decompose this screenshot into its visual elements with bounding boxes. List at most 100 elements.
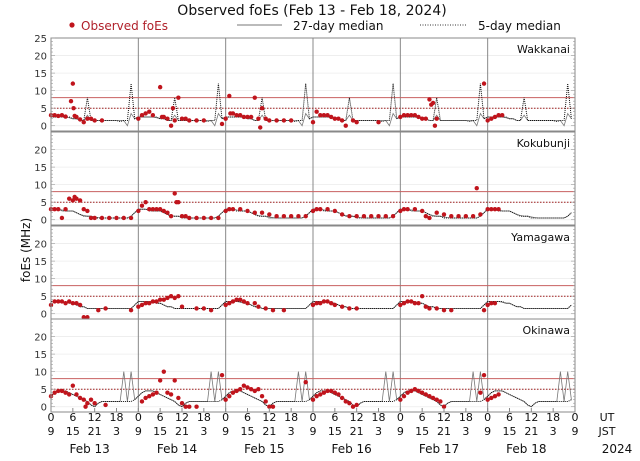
observed-point [176, 95, 181, 100]
observed-point [227, 207, 232, 212]
ut-tick-label: 6 [331, 411, 338, 424]
observed-point [489, 207, 494, 212]
observed-point [66, 299, 72, 304]
observed-point [241, 114, 247, 120]
observed-point [147, 301, 152, 306]
observed-point [485, 207, 490, 212]
observed-point [176, 293, 181, 299]
observed-point [354, 214, 359, 219]
observed-point [496, 113, 501, 118]
observed-point [441, 308, 447, 313]
observed-point [409, 388, 414, 394]
observed-point [157, 84, 163, 90]
observed-point [383, 214, 388, 219]
observed-point [354, 402, 359, 408]
ut-tick-label: 6 [506, 411, 513, 424]
station-name: Yamagawa [510, 231, 570, 244]
ut-tick-label: 18 [459, 411, 473, 424]
observed-point [419, 390, 425, 395]
observed-point [147, 207, 152, 212]
observed-point [96, 308, 101, 313]
observed-point [500, 113, 505, 118]
observed-point [423, 214, 429, 219]
observed-point [245, 208, 250, 214]
observed-point [92, 401, 97, 406]
observed-point [354, 306, 359, 311]
observed-point [179, 214, 185, 219]
observed-point [81, 120, 86, 125]
observed-point [238, 113, 243, 118]
observed-point [157, 378, 163, 383]
observed-point [201, 118, 207, 123]
observed-point [77, 395, 83, 401]
y-tick-label: 20 [34, 52, 47, 63]
observed-point [347, 306, 352, 311]
y-tick-label: 5 [41, 104, 47, 115]
observed-point [139, 203, 145, 208]
observed-point [59, 215, 65, 221]
observed-point [170, 105, 176, 111]
y-tick-label: 20 [34, 146, 47, 157]
observed-point [314, 301, 319, 306]
observed-point [398, 114, 403, 120]
observed-point [168, 392, 174, 397]
y-tick-label: 10 [34, 368, 47, 379]
ut-tick-label: 0 [572, 411, 579, 424]
station-name: Wakkanai [517, 43, 570, 56]
chart-title: Observed foEs (Feb 13 - Feb 18, 2024) [177, 3, 446, 19]
observed-point [427, 394, 432, 399]
observed-point [303, 214, 308, 219]
observed-point [314, 109, 319, 114]
y-tick-label: 0 [41, 403, 47, 414]
observed-point [59, 299, 65, 304]
jst-tick-label: 3 [550, 425, 557, 438]
observed-point [223, 208, 228, 214]
day-label: Feb 17 [419, 442, 459, 456]
observed-point [423, 304, 429, 309]
observed-point [485, 302, 490, 308]
observed-point [434, 306, 439, 311]
observed-point [165, 116, 170, 121]
jst-tick-label: 3 [200, 425, 207, 438]
observed-point [85, 208, 90, 214]
ut-tick-label: 0 [397, 411, 404, 424]
observed-point [258, 125, 263, 130]
observed-point [70, 81, 76, 86]
observed-point [485, 397, 490, 402]
observed-point [318, 207, 323, 212]
observed-point [66, 392, 72, 397]
observed-point [216, 215, 221, 221]
observed-point [492, 301, 498, 306]
observed-point [398, 208, 403, 214]
observed-point [77, 198, 83, 203]
observed-point [168, 293, 174, 299]
observed-point [223, 116, 228, 121]
ut-tick-label: 12 [262, 411, 276, 424]
jst-tick-label: 21 [175, 425, 189, 438]
jst-tick-label: 21 [437, 425, 451, 438]
observed-point [332, 116, 338, 121]
observed-point [281, 214, 287, 219]
station-name: Kokubunji [517, 137, 570, 150]
observed-point [343, 123, 348, 128]
observed-point [139, 399, 145, 404]
station-panel-kokubunji: 0 5 10 15 20 Kokubunji [34, 131, 576, 227]
observed-point [419, 208, 425, 214]
observed-point [136, 304, 141, 309]
observed-point [66, 196, 72, 201]
observed-point [63, 301, 68, 306]
observed-point [401, 301, 407, 306]
observed-point [183, 404, 188, 409]
day-label: Feb 13 [69, 442, 109, 456]
station-name: Okinawa [522, 324, 570, 337]
observed-point [369, 214, 374, 219]
observed-point [325, 299, 330, 304]
y-tick-label: 5 [41, 198, 47, 209]
observed-point [70, 383, 76, 388]
observed-point [401, 113, 407, 118]
observed-point [168, 214, 174, 219]
observed-point [52, 113, 57, 118]
observed-point [259, 394, 265, 399]
observed-point [259, 210, 265, 215]
y-tick-label: 15 [34, 163, 47, 174]
